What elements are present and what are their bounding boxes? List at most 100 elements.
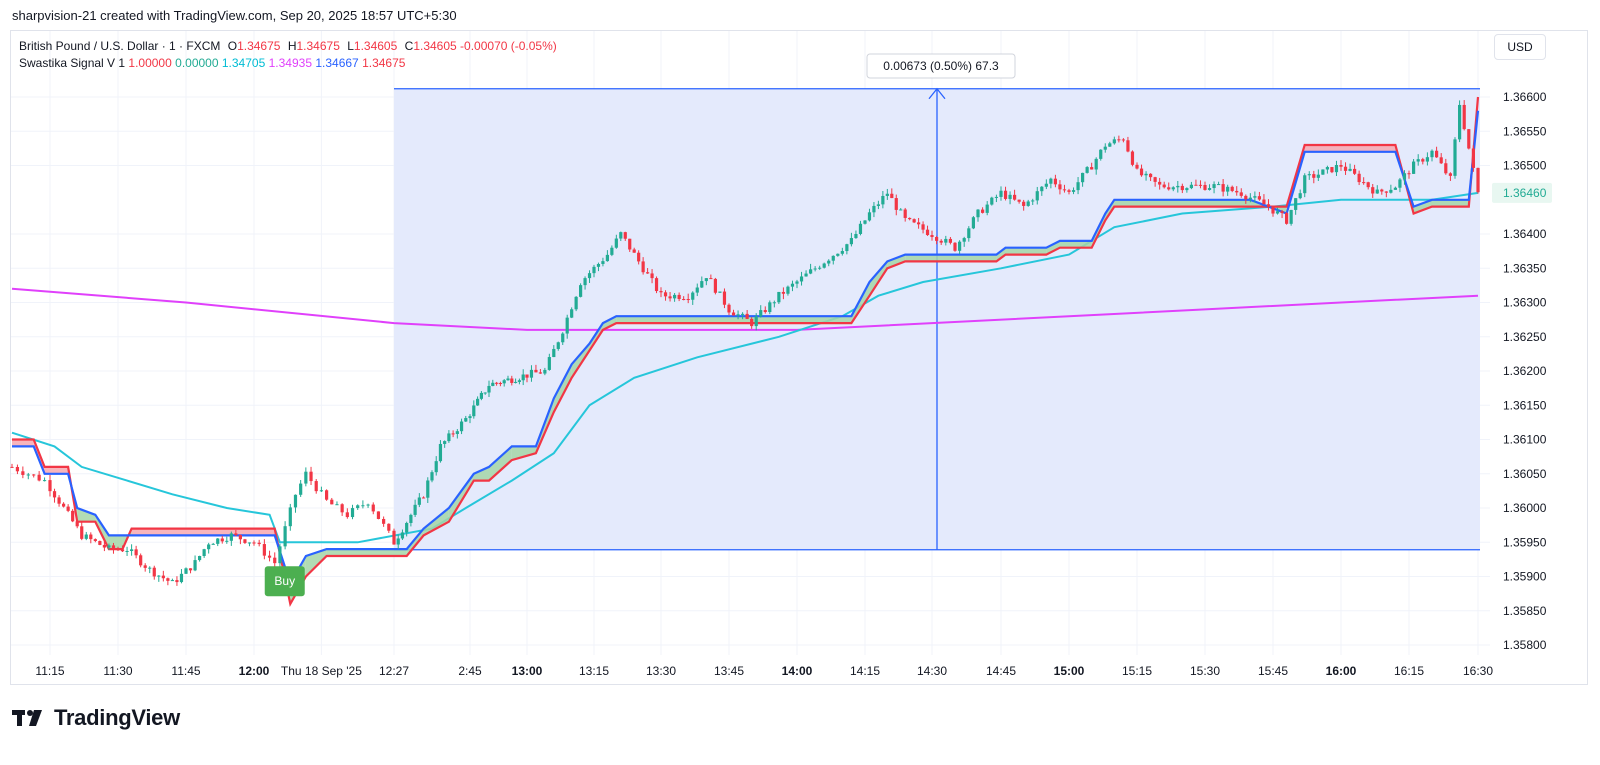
symbol-legend-row[interactable]: British Pound / U.S. Dollar · 1 · FXCM O…: [19, 38, 557, 55]
candle-body: [1343, 166, 1348, 171]
candle-body: [1176, 185, 1180, 188]
x-axis-tick-label: 15:15: [1122, 664, 1152, 678]
cyan-trend-line: [11, 191, 1479, 544]
candle-body: [1149, 173, 1153, 178]
candle-body: [26, 474, 30, 476]
candle-body: [614, 238, 618, 248]
candle-body: [1307, 174, 1311, 176]
candle-body: [854, 233, 858, 239]
x-axis-tick-label: 12:00: [239, 664, 270, 678]
candle-body: [953, 242, 957, 251]
currency-button[interactable]: USD: [1494, 34, 1546, 60]
candle-body: [1348, 168, 1352, 171]
candle-body: [890, 193, 894, 199]
candle-body: [1198, 184, 1203, 186]
x-axis-tick-label: 13:30: [646, 664, 676, 678]
low-label: L: [347, 39, 354, 53]
candle-body: [1085, 167, 1089, 173]
candle-body: [1471, 148, 1475, 168]
candle-body: [464, 418, 468, 422]
candle-body: [143, 565, 147, 568]
y-axis-tick-label: 1.36100: [1503, 433, 1547, 447]
buy-signal-badge[interactable]: [264, 566, 305, 597]
candle-body: [111, 545, 116, 550]
candle-body: [827, 260, 831, 264]
candle-body: [459, 421, 464, 432]
candle-body: [985, 204, 989, 213]
x-axis-tick-label: 11:45: [171, 664, 200, 678]
tradingview-brand[interactable]: TradingView: [12, 704, 180, 732]
x-axis-tick-label: 16:30: [1463, 664, 1493, 678]
candle-body: [438, 443, 443, 462]
candle-body: [908, 217, 912, 220]
candle-body: [89, 534, 93, 540]
band-fill-segment: [1304, 144, 1396, 152]
candle-body: [574, 296, 578, 310]
candle-body: [592, 266, 596, 274]
candle-body: [207, 544, 211, 550]
candle-body: [1026, 201, 1030, 206]
candle-body: [899, 209, 903, 211]
candle-body: [1144, 173, 1148, 176]
candle-body: [781, 291, 785, 294]
candle-body: [1439, 157, 1443, 164]
candle-body: [1108, 143, 1112, 147]
candle-body: [552, 348, 556, 358]
candle-body: [188, 568, 193, 571]
candle-body: [170, 580, 174, 582]
candle-body: [1135, 164, 1139, 169]
change-value: -0.00070 (-0.05%): [460, 39, 557, 53]
candle-body: [1053, 178, 1057, 185]
candle-body: [1353, 168, 1357, 174]
candle-body: [863, 220, 867, 224]
candle-body: [759, 310, 763, 317]
candle-body: [754, 316, 758, 327]
candle-body: [619, 232, 623, 239]
indicator-legend-row[interactable]: Swastika Signal V 1 1.00000 0.00000 1.34…: [19, 55, 557, 72]
candle-body: [1321, 169, 1325, 175]
x-axis-tick-label: 15:45: [1258, 664, 1288, 678]
candle-body: [387, 523, 391, 531]
attribution-text: sharpvision-21 created with TradingView.…: [12, 8, 457, 23]
candle-body: [193, 560, 197, 571]
candle-body: [1162, 184, 1166, 188]
candle-body: [736, 314, 740, 316]
candle-body: [1167, 187, 1171, 190]
open-value: 1.34675: [237, 39, 281, 53]
candle-body: [686, 299, 690, 301]
candle-body: [130, 549, 134, 551]
candle-body: [1289, 209, 1293, 224]
candle-body: [62, 503, 66, 507]
candle-body: [134, 549, 138, 556]
x-axis-tick-label: 12:27: [379, 664, 409, 678]
x-axis-tick-label: 15:00: [1054, 664, 1085, 678]
candle-body: [234, 533, 238, 535]
candle-body: [786, 286, 790, 294]
band-fill-segment: [77, 508, 96, 522]
indicator-value-6: 1.34675: [362, 56, 406, 70]
candle-body: [867, 212, 872, 221]
candle-body: [198, 555, 202, 561]
candle-body: [15, 466, 20, 472]
candle-body: [417, 497, 421, 505]
candle-body: [1285, 213, 1289, 224]
candle-body: [894, 198, 898, 210]
candle-body: [1212, 184, 1216, 189]
candle-body: [999, 190, 1003, 197]
candle-body: [1217, 184, 1221, 186]
candle-body: [1402, 173, 1407, 180]
candle-body: [1330, 167, 1334, 173]
candle-body: [1153, 177, 1157, 182]
legend: British Pound / U.S. Dollar · 1 · FXCM O…: [19, 38, 557, 72]
candle-body: [1275, 211, 1280, 214]
y-axis-tick-label: 1.36400: [1503, 227, 1547, 241]
candle-body: [514, 381, 518, 383]
candle-body: [659, 291, 663, 293]
candle-body: [10, 466, 14, 468]
candle-body: [1303, 175, 1307, 194]
candle-body: [1416, 159, 1420, 162]
candle-body: [225, 540, 229, 542]
candle-body: [745, 313, 749, 319]
band-fill-segment: [553, 364, 572, 413]
